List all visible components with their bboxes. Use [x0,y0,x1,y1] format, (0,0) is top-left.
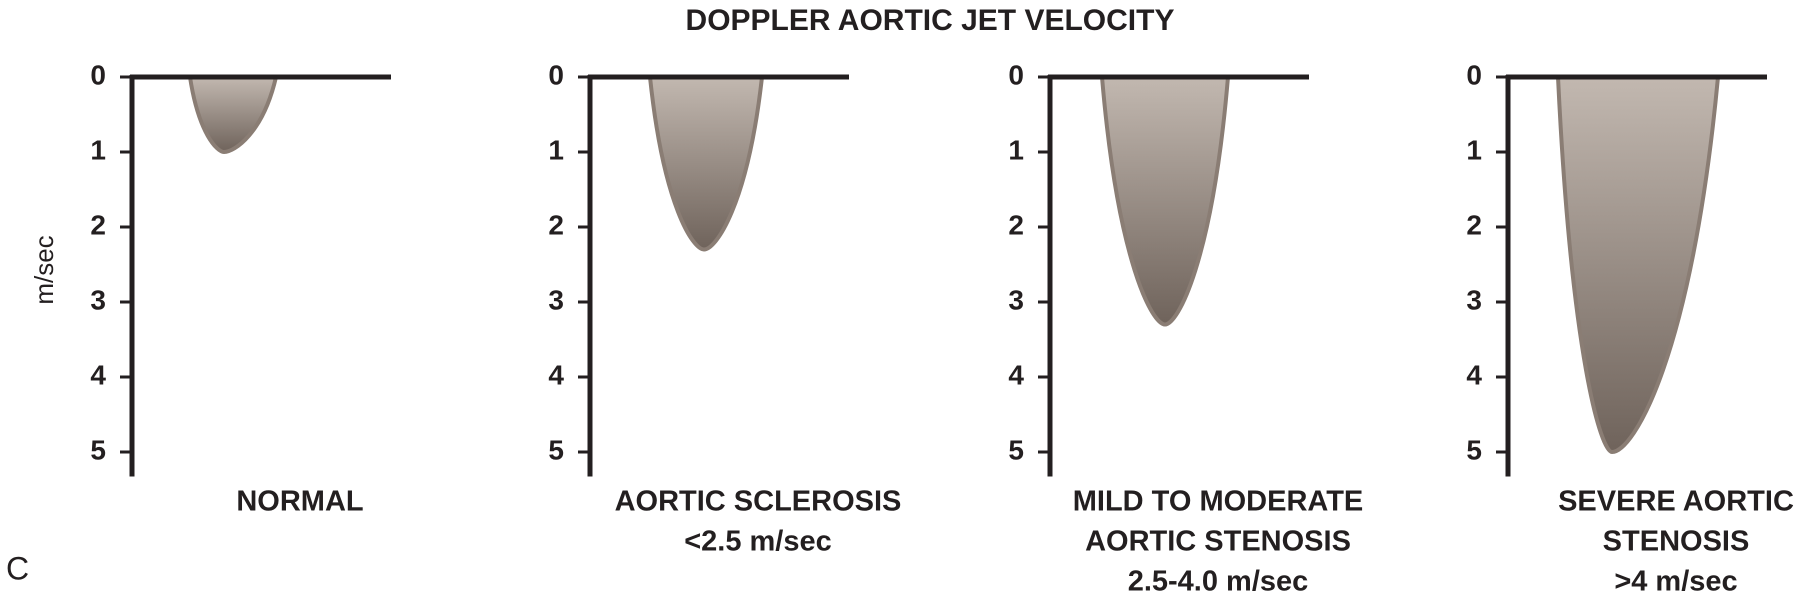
panel-caption: >4 m/sec [1614,566,1737,598]
panel-caption: MILD TO MODERATE [1073,486,1364,518]
panel-caption: AORTIC STENOSIS [1085,526,1351,558]
chart-title: DOPPLER AORTIC JET VELOCITY [686,4,1175,37]
y-axis-label: m/sec [29,235,59,304]
y-tick-label: 3 [90,284,106,315]
y-tick-label: 5 [1008,434,1024,465]
y-tick-label: 0 [1008,59,1024,90]
velocity-envelope [650,77,762,250]
y-tick-label: 4 [548,359,564,390]
y-tick-label: 1 [548,134,564,165]
y-tick-label: 1 [90,134,106,165]
y-tick-label: 2 [1008,209,1024,240]
y-tick-label: 1 [1466,134,1482,165]
y-tick-label: 4 [90,359,106,390]
chart: DOPPLER AORTIC JET VELOCITY m/sec C 0 1 2 3… [0,0,1805,606]
y-tick-label: 0 [1466,59,1482,90]
y-tick-label: 2 [1466,209,1482,240]
y-tick-label: 0 [90,59,106,90]
panel-caption: SEVERE AORTIC [1558,486,1794,518]
panel-caption: <2.5 m/sec [684,526,832,558]
panel-caption: STENOSIS [1603,526,1750,558]
panel-caption: 2.5-4.0 m/sec [1128,566,1309,598]
y-tick-label: 3 [548,284,564,315]
y-tick-label: 4 [1008,359,1024,390]
panel-caption: NORMAL [236,486,363,518]
panel-label: C [6,550,29,586]
y-tick-label: 3 [1008,284,1024,315]
y-tick-label: 2 [90,209,106,240]
panel-caption: AORTIC SCLEROSIS [615,486,902,518]
velocity-envelope [1558,77,1718,452]
y-tick-label: 5 [1466,434,1482,465]
y-tick-label: 3 [1466,284,1482,315]
y-tick-label: 5 [90,434,106,465]
y-tick-label: 0 [548,59,564,90]
y-tick-label: 4 [1466,359,1482,390]
y-tick-label: 1 [1008,134,1024,165]
y-tick-label: 5 [548,434,564,465]
velocity-envelope [190,77,276,152]
y-tick-label: 2 [548,209,564,240]
velocity-envelope [1102,77,1228,325]
page: DOPPLER AORTIC JET VELOCITY m/sec C 0 1 2 3… [0,0,1805,606]
